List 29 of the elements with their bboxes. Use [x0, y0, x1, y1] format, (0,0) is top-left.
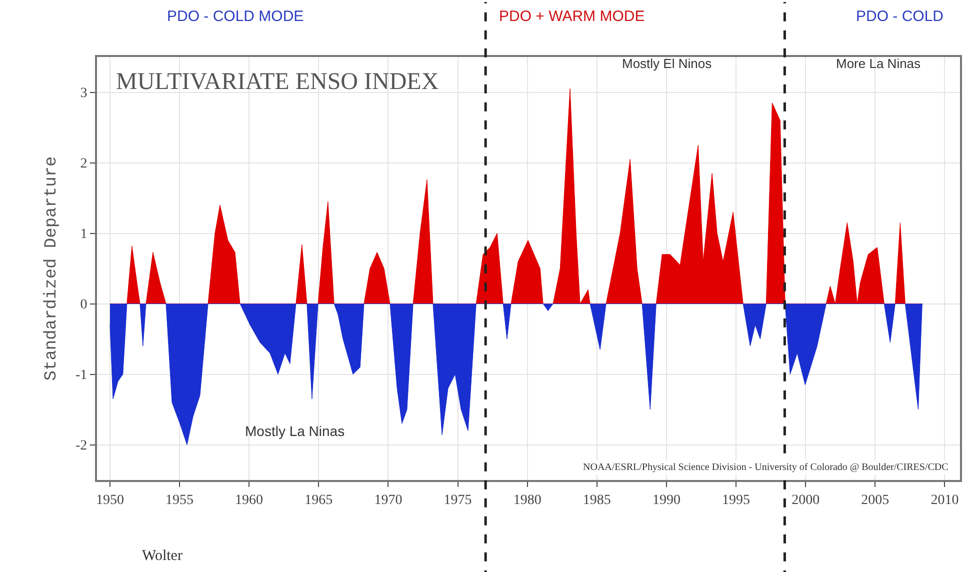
annotation: Mostly El Ninos: [622, 56, 712, 71]
annotation: NOAA/ESRL/Physical Science Division - University of Colorado @ Boulder/CIRES/CDC: [583, 462, 949, 473]
x-tick-label: 1965: [304, 492, 333, 508]
text: PDO - COLD MODE: [167, 8, 304, 25]
y-tick-label: 2: [80, 156, 88, 172]
x-tick-label: 2010: [930, 492, 959, 508]
y-tick-label: -1: [76, 368, 88, 384]
x-tick-label: 1995: [722, 492, 750, 508]
x-tick-label: 1960: [235, 492, 264, 508]
text: PDO - COLD: [856, 8, 944, 25]
text: Wolter: [142, 548, 182, 564]
x-tick-label: 1950: [96, 492, 124, 508]
y-tick-label: -2: [76, 438, 88, 454]
x-tick-label: 1985: [582, 492, 611, 508]
annotation: Mostly La Ninas: [245, 423, 345, 439]
x-tick-label: 1970: [374, 492, 402, 508]
x-tick-label: 2005: [861, 492, 890, 508]
x-tick-label: 1955: [166, 492, 194, 508]
x-tick-label: 1975: [444, 492, 472, 508]
y-axis-title: Standardized Departure: [42, 156, 62, 381]
y-tick-label: 1: [80, 227, 88, 242]
y-tick-label: 3: [80, 86, 88, 102]
text: PDO + WARM MODE: [499, 8, 645, 25]
x-tick-label: 1990: [652, 492, 680, 508]
y-tick-label: 0: [80, 298, 88, 313]
x-tick-label: 1980: [513, 492, 542, 508]
annotation: More La Ninas: [836, 56, 922, 71]
x-tick-label: 2000: [792, 492, 820, 508]
annotation: MULTIVARIATE ENSO INDEX: [116, 69, 439, 95]
